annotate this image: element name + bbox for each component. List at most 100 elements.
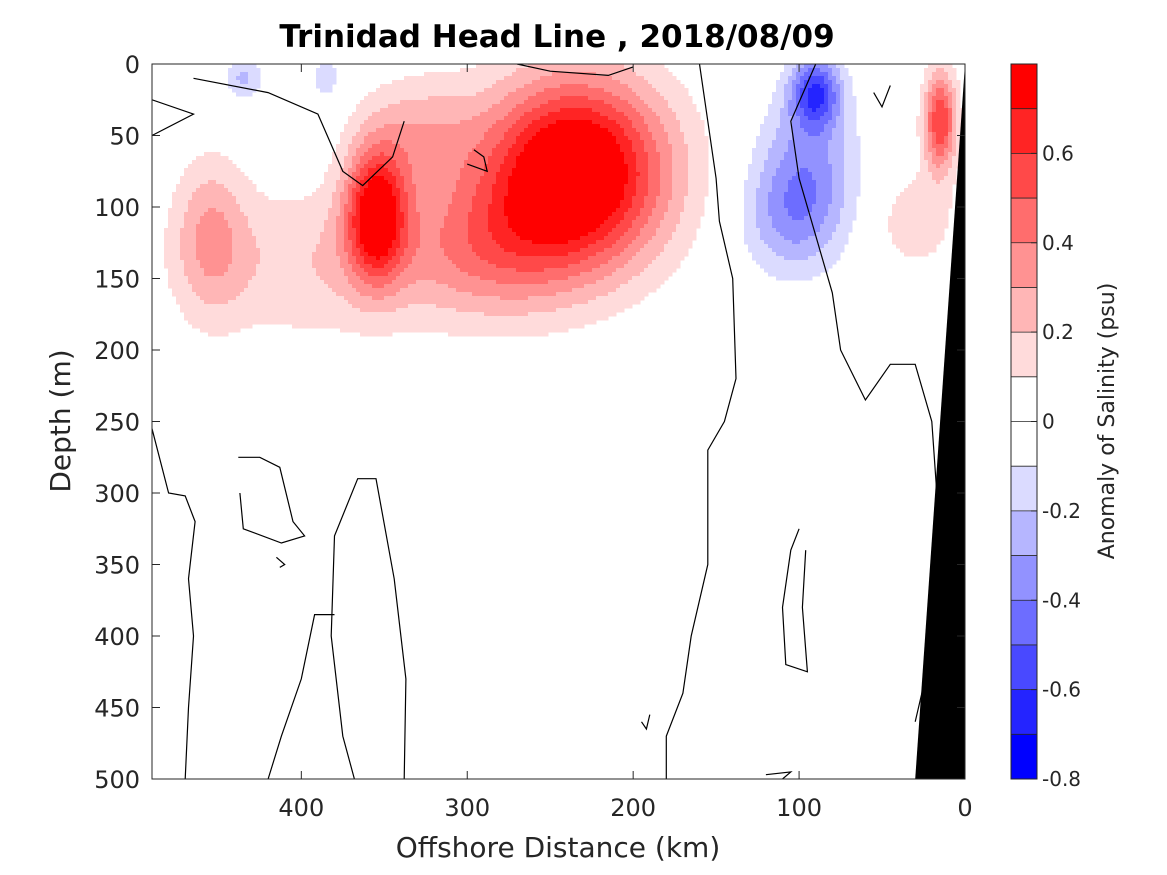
field-cell — [596, 100, 601, 105]
field-cell — [500, 144, 505, 149]
field-cell — [436, 196, 441, 201]
field-cell — [564, 204, 569, 209]
field-cell — [652, 168, 657, 173]
field-cell — [236, 84, 241, 89]
field-cell — [788, 156, 793, 161]
field-cell — [840, 160, 845, 165]
field-cell — [772, 184, 777, 189]
field-cell — [472, 80, 477, 85]
field-cell — [836, 208, 841, 213]
field-cell — [496, 208, 501, 213]
field-cell — [656, 120, 661, 125]
field-cell — [776, 192, 781, 197]
field-cell — [656, 204, 661, 209]
field-cell — [852, 196, 857, 201]
field-cell — [532, 180, 537, 185]
field-cell — [748, 204, 753, 209]
field-cell — [660, 204, 665, 209]
field-cell — [844, 100, 849, 105]
field-cell — [512, 152, 517, 157]
field-cell — [856, 136, 861, 141]
field-cell — [808, 104, 813, 109]
field-cell — [600, 80, 605, 85]
field-cell — [832, 172, 837, 177]
field-cell — [612, 132, 617, 137]
field-cell — [624, 184, 629, 189]
field-cell — [436, 156, 441, 161]
field-cell — [372, 212, 377, 217]
field-cell — [604, 88, 609, 93]
field-cell — [780, 188, 785, 193]
field-cell — [516, 108, 521, 113]
field-cell — [572, 208, 577, 213]
field-cell — [464, 160, 469, 165]
field-cell — [340, 156, 345, 161]
field-cell — [800, 172, 805, 177]
field-cell — [660, 180, 665, 185]
field-cell — [752, 156, 757, 161]
field-cell — [828, 92, 833, 97]
field-cell — [528, 96, 533, 101]
field-cell — [596, 68, 601, 73]
field-cell — [616, 128, 621, 133]
field-cell — [532, 188, 537, 193]
field-cell — [400, 204, 405, 209]
field-cell — [560, 204, 565, 209]
field-cell — [440, 88, 445, 93]
field-cell — [328, 196, 333, 201]
field-cell — [416, 212, 421, 217]
field-cell — [552, 112, 557, 117]
field-cell — [940, 124, 945, 129]
field-cell — [256, 196, 261, 201]
field-cell — [432, 84, 437, 89]
field-cell — [568, 176, 573, 181]
field-cell — [368, 196, 373, 201]
field-cell — [652, 204, 657, 209]
field-cell — [952, 176, 957, 181]
field-cell — [660, 116, 665, 121]
field-cell — [644, 92, 649, 97]
field-cell — [788, 148, 793, 153]
field-cell — [704, 188, 709, 193]
field-cell — [448, 92, 453, 97]
field-cell — [488, 200, 493, 205]
field-cell — [244, 212, 249, 217]
field-cell — [772, 128, 777, 133]
field-cell — [604, 184, 609, 189]
field-cell — [432, 80, 437, 85]
field-cell — [656, 152, 661, 157]
field-cell — [956, 108, 961, 113]
field-cell — [924, 156, 929, 161]
field-cell — [660, 208, 665, 213]
field-cell — [324, 176, 329, 181]
field-cell — [204, 208, 209, 213]
field-cell — [544, 164, 549, 169]
field-cell — [836, 72, 841, 77]
field-cell — [532, 104, 537, 109]
field-cell — [948, 168, 953, 173]
field-cell — [416, 120, 421, 125]
field-cell — [512, 188, 517, 193]
field-cell — [540, 88, 545, 93]
field-cell — [604, 108, 609, 113]
field-cell — [664, 172, 669, 177]
field-cell — [676, 148, 681, 153]
field-cell — [400, 184, 405, 189]
field-cell — [456, 152, 461, 157]
field-cell — [360, 144, 365, 149]
field-cell — [688, 96, 693, 101]
field-cell — [700, 200, 705, 205]
field-cell — [404, 204, 409, 209]
field-cell — [628, 96, 633, 101]
field-cell — [608, 196, 613, 201]
field-cell — [556, 168, 561, 173]
field-cell — [952, 120, 957, 125]
field-cell — [520, 204, 525, 209]
field-cell — [336, 212, 341, 217]
field-cell — [380, 140, 385, 145]
field-cell — [752, 196, 757, 201]
field-cell — [836, 204, 841, 209]
field-cell — [592, 180, 597, 185]
field-cell — [800, 128, 805, 133]
field-cell — [552, 140, 557, 145]
